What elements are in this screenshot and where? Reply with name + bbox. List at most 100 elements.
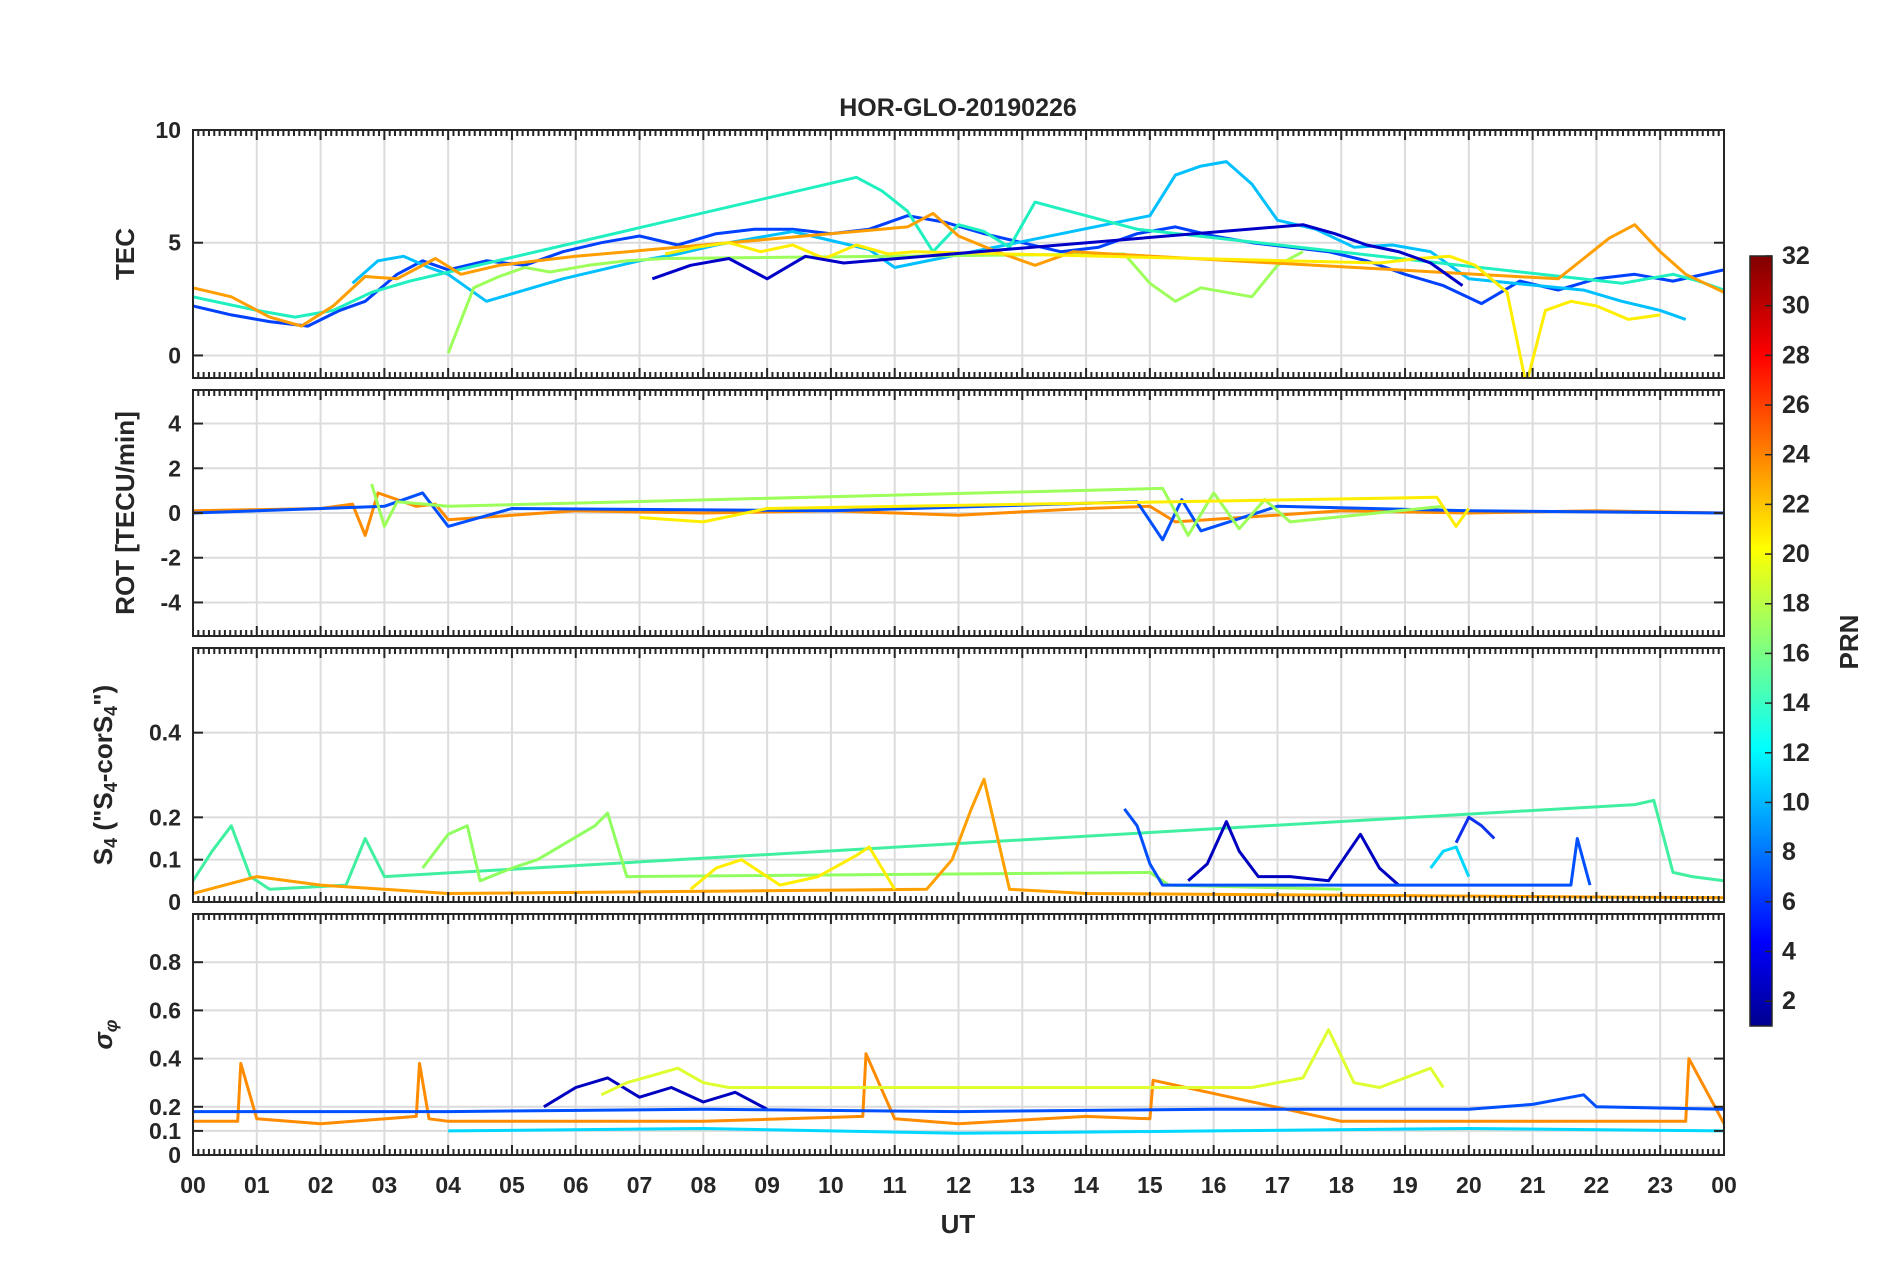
x-minor-ticks <box>192 648 1725 902</box>
x-tick-label: 01 <box>244 1172 270 1198</box>
series-prn-17 <box>446 250 1304 354</box>
x-tick-label: 23 <box>1647 1172 1673 1198</box>
y-tick-label: 4 <box>168 411 181 437</box>
y-axis-label-part: σ <box>88 1030 118 1049</box>
y-tick-label: 0.1 <box>149 1118 181 1144</box>
colorbar-tick-label: 14 <box>1782 689 1810 717</box>
x-tick-label: 05 <box>499 1172 525 1198</box>
y-axis-label-part: φ <box>101 1019 121 1032</box>
colorbar-gradient <box>1749 255 1773 1027</box>
y-tick-label: 0.6 <box>149 997 181 1023</box>
y-tick-label: 0.1 <box>149 847 181 873</box>
colorbar-tick-label: 24 <box>1782 441 1810 469</box>
y-axis-label: TEC <box>110 228 140 280</box>
x-tick-labels: 00 01 02 03 04 05 06 07 08 09 10 11 12 13 14 15 16 17 18 19… <box>180 1172 1737 1198</box>
colorbar-tick-label: 8 <box>1782 838 1796 866</box>
series-prn-19 <box>600 1028 1445 1097</box>
panel-tec: 0 5 10 TEC <box>110 117 1725 379</box>
colorbar-label: PRN <box>1834 615 1864 670</box>
colorbar-tick-label: 18 <box>1782 590 1810 618</box>
y-tick-label: 0.2 <box>149 804 181 830</box>
series-prn-20 <box>689 845 896 891</box>
x-tick-label: 22 <box>1584 1172 1610 1198</box>
series-prn-14 <box>193 798 1724 891</box>
series-prn-6 <box>1123 807 1592 887</box>
colorbar-tick-label: 2 <box>1782 987 1796 1015</box>
y-tick-label: 0 <box>168 342 181 368</box>
x-tick-label: 14 <box>1073 1172 1099 1198</box>
colorbar-tick-label: 12 <box>1782 739 1810 767</box>
y-axis-label-part: ("S <box>88 792 118 838</box>
x-minor-ticks <box>192 914 1725 1155</box>
x-tick-label: 02 <box>308 1172 334 1198</box>
series-prn-22 <box>193 491 1724 537</box>
y-axis-label-part: 4 <box>101 838 121 848</box>
x-tick-label: 07 <box>627 1172 653 1198</box>
series-prn-2 <box>1187 820 1400 887</box>
y-axis-label: σφ <box>88 1019 121 1049</box>
series-prn-12 <box>1429 845 1471 878</box>
series-prn-20 <box>664 241 1661 378</box>
y-axis-label-part: 4 <box>101 782 121 792</box>
x-tick-label: 00 <box>1711 1172 1737 1198</box>
series-prn-17 <box>370 483 1444 537</box>
x-tick-label: 15 <box>1137 1172 1163 1198</box>
series-prn-22 <box>193 211 1724 328</box>
series-group <box>193 777 1724 900</box>
series-prn-5 <box>1454 815 1496 844</box>
y-tick-label: 5 <box>168 230 181 256</box>
colorbar-tick-label: 26 <box>1782 391 1810 419</box>
y-tick-label: 10 <box>155 117 181 143</box>
x-tick-label: 12 <box>946 1172 972 1198</box>
x-tick-label: 21 <box>1520 1172 1546 1198</box>
y-axis-label: S4 ("S4-corS4") <box>88 685 121 865</box>
x-minor-ticks <box>192 390 1725 636</box>
series-prn-22 <box>193 777 1724 900</box>
x-axis-label: UT <box>941 1209 976 1239</box>
y-tick-label: 0.8 <box>149 949 181 975</box>
x-tick-label: 16 <box>1201 1172 1227 1198</box>
series-prn-2 <box>651 223 1464 287</box>
x-tick-label: 19 <box>1392 1172 1418 1198</box>
x-tick-label: 17 <box>1265 1172 1291 1198</box>
y-tick-label: -4 <box>161 589 182 615</box>
chart-title: HOR-GLO-20190226 <box>839 94 1077 122</box>
x-tick-label: 11 <box>883 1172 908 1198</box>
colorbar-tick-label: 28 <box>1782 341 1810 369</box>
y-tick-label: 0.4 <box>149 1046 181 1072</box>
series-group <box>193 1028 1724 1135</box>
x-tick-label: 20 <box>1456 1172 1482 1198</box>
x-tick-label: 13 <box>1009 1172 1035 1198</box>
y-axis-label-part: -corS <box>88 716 118 782</box>
y-tick-label: 0 <box>168 1142 181 1168</box>
x-tick-label: 08 <box>691 1172 717 1198</box>
colorbar-tick-label: 22 <box>1782 490 1810 518</box>
y-tick-label: 2 <box>168 455 181 481</box>
x-tick-label: 09 <box>754 1172 780 1198</box>
colorbar-tick-label: 6 <box>1782 888 1796 916</box>
colorbar-tick-label: 16 <box>1782 639 1810 667</box>
series-prn-22 <box>193 1052 1724 1126</box>
series-prn-20 <box>639 495 1471 528</box>
series-prn-17 <box>421 811 1342 891</box>
y-tick-label: 0 <box>168 500 181 526</box>
y-axis-label-part: S <box>88 848 118 865</box>
panel-rot: -4 -2 0 2 4 ROT [TECU/min] <box>110 389 1725 637</box>
panel-sigma_phi: 00.10.2 0.4 0.6 0.8 σφ <box>88 913 1725 1168</box>
colorbar-tick-label: 20 <box>1782 540 1810 568</box>
x-minor-ticks <box>192 130 1725 378</box>
x-axis: 00 01 02 03 04 05 06 07 08 09 10 11 12 13 14 15 16 17 18 19… <box>180 1172 1737 1239</box>
x-tick-label: 03 <box>372 1172 398 1198</box>
y-tick-label: 0.4 <box>149 720 181 746</box>
y-tick-label: -2 <box>161 545 181 571</box>
series-group <box>193 483 1724 542</box>
x-tick-label: 04 <box>435 1172 461 1198</box>
colorbar-tick-label: 30 <box>1782 292 1810 320</box>
y-tick-label: 0.2 <box>149 1094 181 1120</box>
series-prn-2 <box>543 1076 768 1111</box>
panel-s4: 00.10.20.4S4 ("S4-corS4") <box>88 647 1725 915</box>
